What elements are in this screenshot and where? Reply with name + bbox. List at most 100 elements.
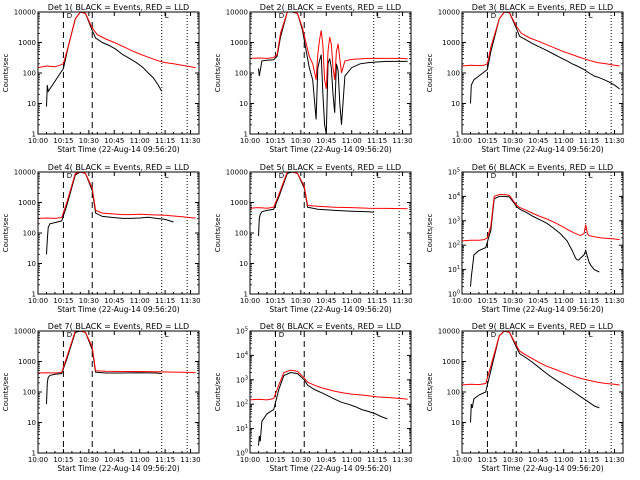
y-tick-label: 1000 [18, 199, 36, 207]
marker-letter-l: L [589, 12, 593, 20]
y-tick-label: 103 [236, 375, 248, 384]
series-group [250, 12, 408, 134]
x-tick-label: 11:00 [130, 137, 150, 145]
x-tick-label: 11:30 [604, 137, 624, 145]
y-axis-label: Counts/sec [2, 54, 10, 93]
plot-frame [461, 11, 624, 135]
y-tick-label: 1000 [230, 199, 248, 207]
x-tick-label: 10:15 [53, 137, 73, 145]
panel-title: Det 3( BLACK = Events, RED = LLD [472, 3, 613, 12]
x-tick-label: 11:15 [367, 137, 387, 145]
y-tick-label: 102 [236, 400, 248, 409]
y-axis-label: Counts/sec [426, 54, 434, 93]
x-tick-label: 10:30 [503, 456, 523, 464]
plot-frame [461, 171, 624, 295]
plot-frame [249, 171, 412, 295]
marker-letter-d: D [67, 172, 72, 180]
x-tick-label: 11:30 [180, 297, 200, 305]
x-tick-label: 11:30 [180, 456, 200, 464]
x-tick-label: 10:00 [240, 297, 260, 305]
marker-letter-d: D [279, 172, 284, 180]
x-tick-label: 10:45 [316, 137, 336, 145]
y-tick-label: 1 [32, 450, 36, 458]
events-series-line [46, 12, 163, 107]
y-tick-label: 10000 [226, 169, 248, 177]
x-tick-label: 11:15 [155, 297, 175, 305]
x-tick-label: 11:30 [392, 456, 412, 464]
x-tick-label: 10:45 [528, 456, 548, 464]
lld-series-line [250, 12, 408, 89]
x-tick-label: 10:00 [240, 456, 260, 464]
y-tick-label: 10 [451, 419, 460, 427]
y-tick-label: 1000 [18, 358, 36, 366]
lld-series-line [462, 331, 620, 386]
plot-frame [37, 11, 200, 135]
lld-series-line [250, 172, 408, 210]
x-tick-label: 10:45 [316, 297, 336, 305]
y-axis-label: Counts/sec [214, 373, 222, 412]
x-tick-label: 10:00 [28, 297, 48, 305]
y-tick-label: 100 [23, 230, 36, 238]
y-tick-label: 105 [448, 168, 460, 177]
marker-letter-l: L [589, 172, 593, 180]
y-tick-label: 101 [448, 265, 460, 274]
x-tick-label: 11:30 [392, 297, 412, 305]
y-axis-label: Counts/sec [214, 214, 222, 253]
series-group [38, 172, 196, 255]
y-tick-label: 1000 [442, 358, 460, 366]
lld-series-line [38, 172, 196, 219]
y-tick-label: 101 [236, 424, 248, 433]
y-tick-label: 10000 [438, 9, 460, 17]
marker-letter-d: D [491, 12, 496, 20]
x-tick-label: 10:00 [240, 137, 260, 145]
x-tick-label: 10:30 [291, 297, 311, 305]
x-tick-label: 11:00 [130, 297, 150, 305]
series-group [38, 331, 196, 405]
x-tick-label: 11:15 [579, 297, 599, 305]
events-series-line [46, 331, 162, 405]
marker-letter-l: L [589, 331, 593, 339]
panel-title: Det 2( BLACK = Events, RED = LLD [260, 3, 401, 12]
marker-letter-l: L [165, 331, 169, 339]
x-axis-label: Start Time (22-Aug-14 09:56:20) [57, 464, 179, 473]
series-group [38, 12, 196, 107]
x-tick-label: 11:15 [579, 137, 599, 145]
series-group [462, 331, 620, 423]
y-tick-label: 105 [236, 327, 248, 336]
y-tick-label: 1 [32, 291, 36, 299]
x-tick-label: 10:00 [452, 456, 472, 464]
marker-letter-d: D [491, 172, 496, 180]
x-tick-label: 10:45 [528, 137, 548, 145]
x-tick-label: 10:15 [53, 456, 73, 464]
x-tick-label: 10:45 [104, 297, 124, 305]
x-tick-label: 10:00 [452, 137, 472, 145]
y-tick-label: 1 [244, 131, 248, 139]
x-tick-label: 10:45 [104, 137, 124, 145]
x-tick-label: 10:30 [503, 137, 523, 145]
x-tick-label: 10:00 [28, 456, 48, 464]
y-tick-label: 1 [244, 291, 248, 299]
y-tick-label: 10000 [14, 9, 36, 17]
x-tick-label: 11:00 [342, 456, 362, 464]
x-tick-label: 11:30 [604, 456, 624, 464]
x-tick-label: 11:00 [554, 137, 574, 145]
panel-title: Det 6( BLACK = Events, RED = LLD [472, 163, 613, 172]
events-series-line [258, 12, 408, 134]
x-tick-label: 11:15 [155, 456, 175, 464]
lld-series-line [462, 194, 620, 242]
y-tick-label: 100 [23, 70, 36, 78]
marker-letter-d: D [491, 331, 496, 339]
y-axis-label: Counts/sec [2, 373, 10, 412]
y-tick-label: 100 [235, 230, 248, 238]
x-axis-label: Start Time (22-Aug-14 09:56:20) [269, 305, 391, 314]
y-tick-label: 10000 [438, 328, 460, 336]
x-tick-label: 11:00 [342, 137, 362, 145]
x-tick-label: 10:30 [79, 297, 99, 305]
lld-series-line [250, 369, 408, 401]
plot-frame [249, 330, 412, 454]
